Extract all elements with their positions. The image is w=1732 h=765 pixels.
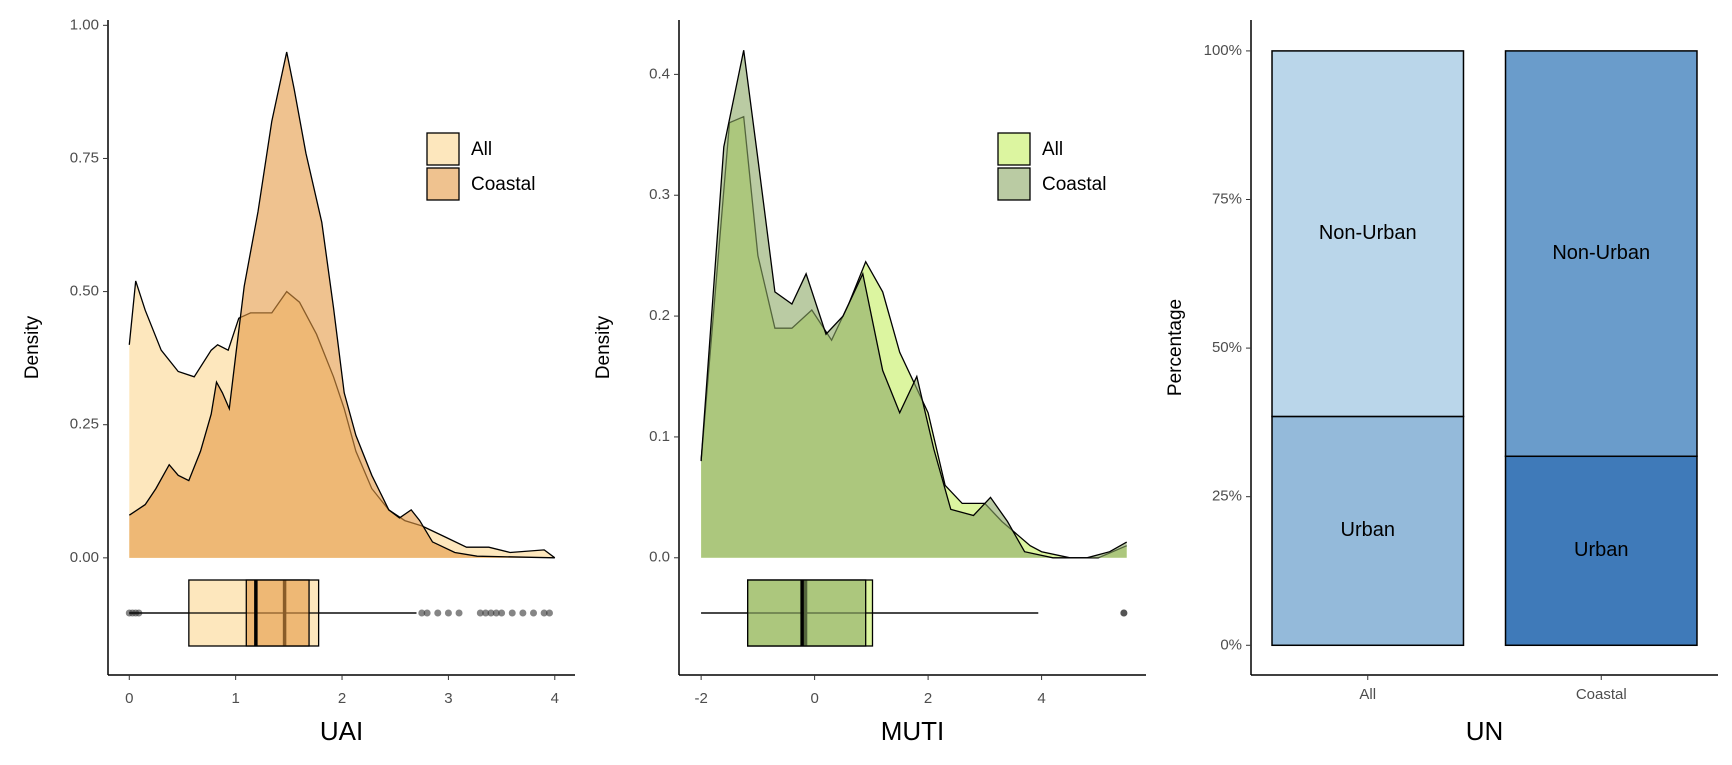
- y-tick-label: 50%: [1212, 339, 1242, 356]
- x-tick-label: Coastal: [1576, 686, 1627, 703]
- y-tick-label: 0.0: [649, 549, 670, 566]
- box: [747, 579, 867, 647]
- bar-segment: [1504, 455, 1698, 647]
- outlier: [530, 609, 538, 617]
- x-tick-label: 0: [810, 690, 818, 707]
- x-tick-label: 4: [551, 690, 559, 707]
- outlier: [1120, 609, 1128, 617]
- y-tick-label: 0.2: [649, 307, 670, 324]
- outlier: [540, 609, 548, 617]
- segment-label: Urban: [1574, 539, 1628, 561]
- segment-label: Non-Urban: [1552, 242, 1650, 264]
- y-tick-label: 0.00: [70, 549, 99, 566]
- legend-key: [997, 167, 1031, 201]
- y-tick-label: 1.00: [70, 16, 99, 33]
- legend-key: [997, 132, 1031, 166]
- outlier: [545, 609, 553, 617]
- legend-key: [426, 167, 460, 201]
- y-axis-title: Density: [22, 315, 43, 379]
- legend-label: All: [471, 139, 492, 160]
- legend-label: Coastal: [1042, 174, 1106, 195]
- density-fill: [129, 52, 555, 558]
- legend-label: Coastal: [471, 174, 535, 195]
- outlier: [487, 609, 495, 617]
- density-line: [700, 50, 1128, 559]
- segment-label: Non-Urban: [1319, 222, 1417, 244]
- legend-label: All: [1042, 139, 1063, 160]
- x-tick-label: 0: [125, 690, 133, 707]
- bar-segment: [1271, 415, 1465, 647]
- bar-segment: [1271, 50, 1465, 418]
- bar-segment: [1504, 50, 1698, 458]
- x-tick-label: 1: [231, 690, 239, 707]
- outlier: [498, 609, 506, 617]
- segment-label: Urban: [1341, 519, 1395, 541]
- y-axis-title: Percentage: [1165, 299, 1186, 396]
- x-tick-label: 2: [924, 690, 932, 707]
- outlier: [418, 609, 426, 617]
- y-tick-label: 25%: [1212, 488, 1242, 505]
- x-tick-label: 4: [1037, 690, 1045, 707]
- outlier: [482, 609, 490, 617]
- x-tick-label: 3: [444, 690, 452, 707]
- x-tick-label: All: [1359, 686, 1376, 703]
- y-tick-label: 100%: [1204, 42, 1242, 59]
- density-line: [128, 51, 555, 559]
- outlier: [476, 609, 484, 617]
- x-axis-title: MUTI: [881, 716, 945, 746]
- y-tick-label: 0%: [1220, 636, 1242, 653]
- y-tick-label: 0.75: [70, 149, 99, 166]
- outlier: [434, 609, 442, 617]
- y-tick-label: 0.25: [70, 416, 99, 433]
- x-axis-title: UN: [1466, 716, 1504, 746]
- outlier: [423, 609, 431, 617]
- outlier: [455, 609, 463, 617]
- y-tick-label: 0.4: [649, 65, 670, 82]
- legend-key: [426, 132, 460, 166]
- x-axis-title: UAI: [320, 716, 363, 746]
- density-fill: [701, 50, 1127, 558]
- y-tick-label: 0.3: [649, 186, 670, 203]
- outlier: [444, 609, 452, 617]
- x-tick-label: -2: [694, 690, 707, 707]
- y-tick-label: 0.1: [649, 428, 670, 445]
- y-axis-title: Density: [593, 315, 614, 379]
- outlier: [519, 609, 527, 617]
- x-tick-label: 2: [338, 690, 346, 707]
- outlier: [492, 609, 500, 617]
- y-tick-label: 0.50: [70, 283, 99, 300]
- outlier: [508, 609, 516, 617]
- y-tick-label: 75%: [1212, 190, 1242, 207]
